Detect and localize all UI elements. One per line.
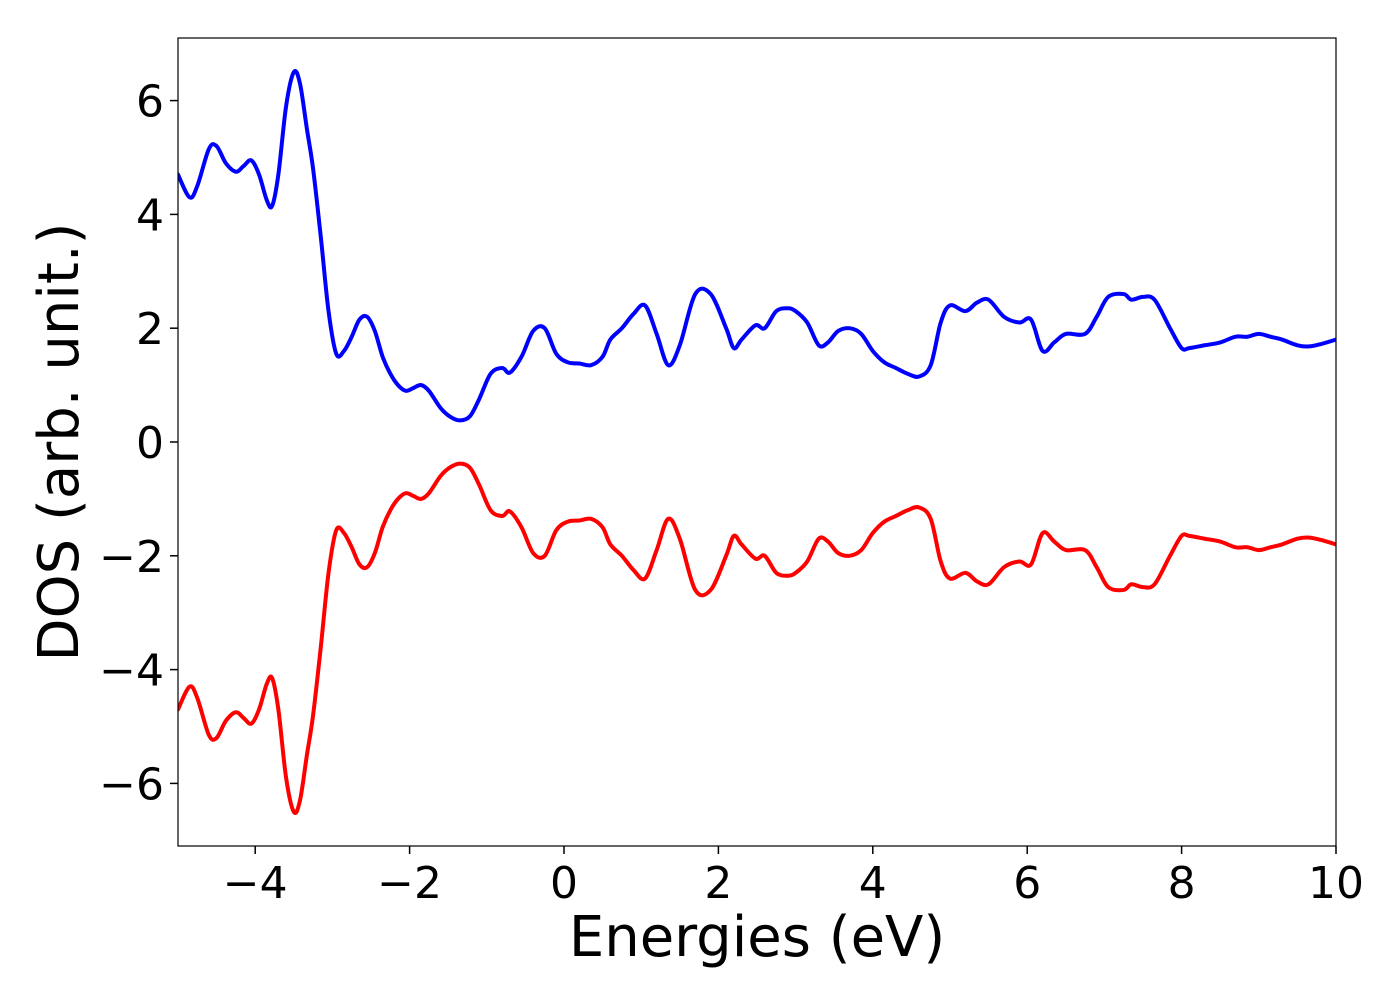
y-axis-label: DOS (arb. unit.) <box>27 222 92 661</box>
y-tick-label: −2 <box>99 532 164 583</box>
x-tick-label: 2 <box>704 858 732 909</box>
y-tick-label: 4 <box>136 190 164 241</box>
x-axis-ticks: −4 −2 0 2 4 6 8 10 <box>223 846 1364 909</box>
y-tick-label: −4 <box>99 646 164 697</box>
x-tick-label: −4 <box>223 858 288 909</box>
y-axis-ticks: −6 −4 −2 0 2 4 6 <box>99 77 178 810</box>
x-tick-label: 8 <box>1168 858 1196 909</box>
plot-frame <box>177 37 1337 847</box>
x-tick-label: 10 <box>1308 858 1364 909</box>
y-tick-label: 2 <box>136 304 164 355</box>
x-tick-label: 0 <box>550 858 578 909</box>
y-tick-label: 0 <box>136 418 164 469</box>
x-tick-label: 6 <box>1013 858 1041 909</box>
y-tick-label: −6 <box>99 759 164 810</box>
x-tick-label: −2 <box>377 858 442 909</box>
y-tick-label: 6 <box>136 77 164 128</box>
series-layer <box>178 68 1336 816</box>
x-tick-label: 4 <box>859 858 887 909</box>
x-axis-label: Energies (eV) <box>569 905 945 970</box>
series-line-spin-down <box>178 461 1336 816</box>
series-line-spin-up <box>178 68 1336 423</box>
